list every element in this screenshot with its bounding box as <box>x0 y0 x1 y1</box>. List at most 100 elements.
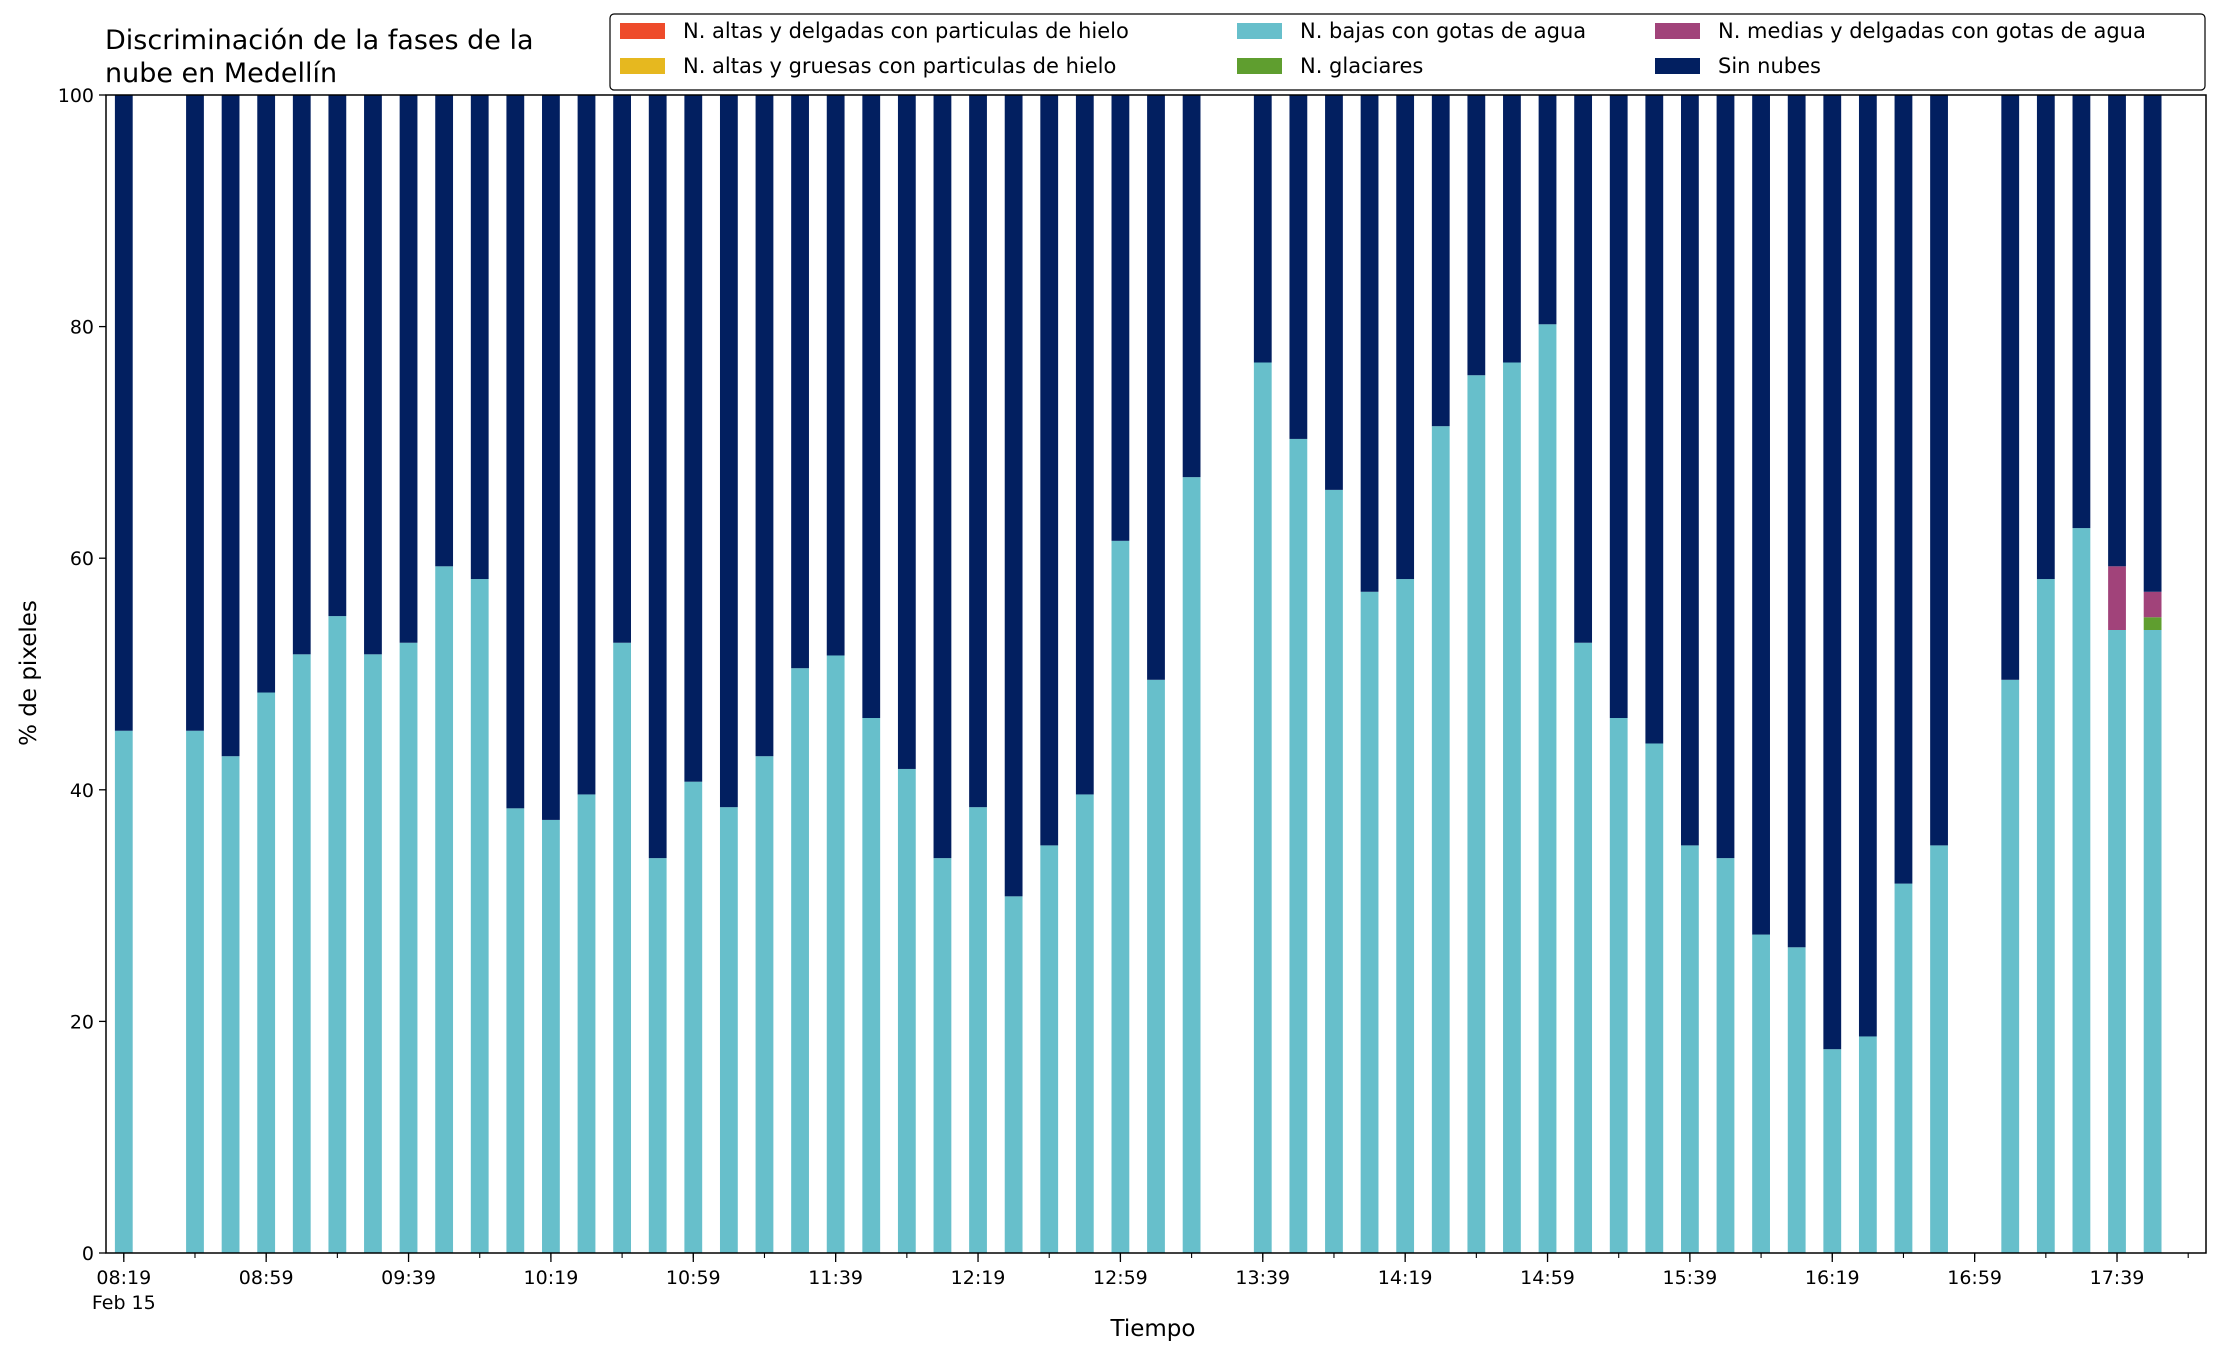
x-tick-label: 14:19 <box>1378 1267 1433 1289</box>
bar-segment <box>1574 95 1593 643</box>
bar-segment <box>648 95 667 859</box>
bar-segment <box>221 756 240 1253</box>
bar-segment <box>1111 95 1130 541</box>
bar-segment <box>1823 1049 1842 1253</box>
chart-title-line-1: Discriminación de la fases de la <box>105 25 534 56</box>
bar-segment <box>257 692 276 1253</box>
plot-bars <box>114 95 2162 1254</box>
legend-swatch <box>620 58 665 74</box>
x-tick-label: 13:39 <box>1235 1267 1290 1289</box>
x-tick-label: 16:19 <box>1805 1267 1860 1289</box>
bar-segment <box>791 668 809 1253</box>
bar-segment <box>1325 489 1343 1253</box>
bar-segment <box>719 807 738 1253</box>
bar-segment <box>1004 896 1023 1253</box>
bar-segment <box>1752 934 1770 1253</box>
bar-segment <box>1253 95 1272 363</box>
x-axis-label: Tiempo <box>1110 1316 1196 1342</box>
chart-title-line-2: nube en Medellín <box>105 58 337 89</box>
legend-swatch <box>1655 23 1700 39</box>
bar-segment <box>1609 718 1628 1253</box>
bar-segment <box>862 718 881 1253</box>
bar-segment <box>2001 679 2020 1253</box>
bar-segment <box>1645 95 1664 744</box>
bar-segment <box>2001 95 2020 680</box>
bar-segment <box>364 95 382 655</box>
bar-segment <box>1930 95 1948 846</box>
legend-label: N. altas y delgadas con particulas de hi… <box>683 19 1129 43</box>
bar-segment <box>969 95 987 808</box>
bar-segment <box>1396 95 1415 580</box>
bar-segment <box>1503 95 1521 363</box>
x-tick-label: 12:19 <box>951 1267 1006 1289</box>
bar-segment <box>1360 591 1379 1253</box>
bar-segment <box>1253 362 1272 1253</box>
bar-segment <box>1431 95 1450 427</box>
bar-segment <box>2143 629 2162 1253</box>
bar-segment <box>1040 845 1059 1253</box>
bar-segment <box>2108 629 2126 1253</box>
bar-segment <box>826 655 845 1253</box>
x-tick-label: 17:39 <box>2090 1267 2145 1289</box>
bar-segment <box>1894 883 1913 1253</box>
bar-segment <box>1467 375 1486 1254</box>
bar-segment <box>328 95 347 617</box>
x-tick-label: 15:39 <box>1663 1267 1718 1289</box>
bar-segment <box>755 756 774 1253</box>
bar-segment <box>1858 95 1877 1037</box>
y-tick-label: 80 <box>70 317 94 339</box>
bar-segment <box>933 95 952 859</box>
bar-segment <box>969 807 987 1253</box>
bar-segment <box>1075 794 1094 1253</box>
bar-segment <box>2108 95 2126 567</box>
bar-segment <box>1467 95 1486 376</box>
bar-segment <box>114 95 133 731</box>
bar-segment <box>470 95 489 580</box>
bar-segment <box>1645 743 1664 1253</box>
bar-segment <box>577 95 596 795</box>
x-tick-label: 11:39 <box>808 1267 863 1289</box>
bar-segment <box>1716 95 1735 859</box>
legend-label: N. bajas con gotas de agua <box>1300 19 1586 43</box>
x-tick-label: 09:39 <box>381 1267 436 1289</box>
bar-segment <box>542 95 560 820</box>
bar-segment <box>292 95 311 655</box>
bar-segment <box>186 730 204 1253</box>
bar-segment <box>897 768 916 1253</box>
legend-label: N. medias y delgadas con gotas de agua <box>1718 19 2146 43</box>
bar-segment <box>1182 477 1201 1253</box>
legend-frame <box>609 13 2206 91</box>
bar-segment <box>435 566 454 1253</box>
bar-segment <box>1930 845 1948 1253</box>
bar-segment <box>1787 947 1806 1253</box>
x-tick-label: 16:59 <box>1947 1267 2002 1289</box>
x-tick-label: 12:59 <box>1093 1267 1148 1289</box>
x-tick-label: 10:59 <box>666 1267 721 1289</box>
bar-segment <box>364 654 382 1253</box>
bar-segment <box>1574 642 1593 1253</box>
bar-segment <box>684 781 703 1253</box>
bar-segment <box>1609 95 1628 719</box>
bar-segment <box>933 858 952 1253</box>
bar-segment <box>1004 95 1023 897</box>
bar-segment <box>470 579 489 1253</box>
bar-segment <box>1360 95 1379 592</box>
bar-segment <box>2143 591 2162 618</box>
bar-segment <box>186 95 204 731</box>
bar-segment <box>613 95 631 643</box>
bar-segment <box>328 616 347 1253</box>
x-tick-label: 08:59 <box>239 1267 294 1289</box>
x-tick-label: 14:59 <box>1520 1267 1575 1289</box>
legend-swatch <box>1655 58 1700 74</box>
bar-segment <box>1182 95 1201 478</box>
y-tick-label: 60 <box>70 548 94 570</box>
legend-label: N. altas y gruesas con particulas de hie… <box>683 54 1116 78</box>
bar-segment <box>577 794 596 1253</box>
bar-segment <box>2072 528 2091 1253</box>
bar-segment <box>719 95 738 808</box>
bar-segment <box>2072 95 2091 529</box>
y-axis: 0 20 40 60 80 100 <box>58 85 106 1265</box>
bar-segment <box>613 642 631 1253</box>
legend-swatch <box>1237 58 1282 74</box>
legend-label: N. glaciares <box>1300 54 1423 78</box>
